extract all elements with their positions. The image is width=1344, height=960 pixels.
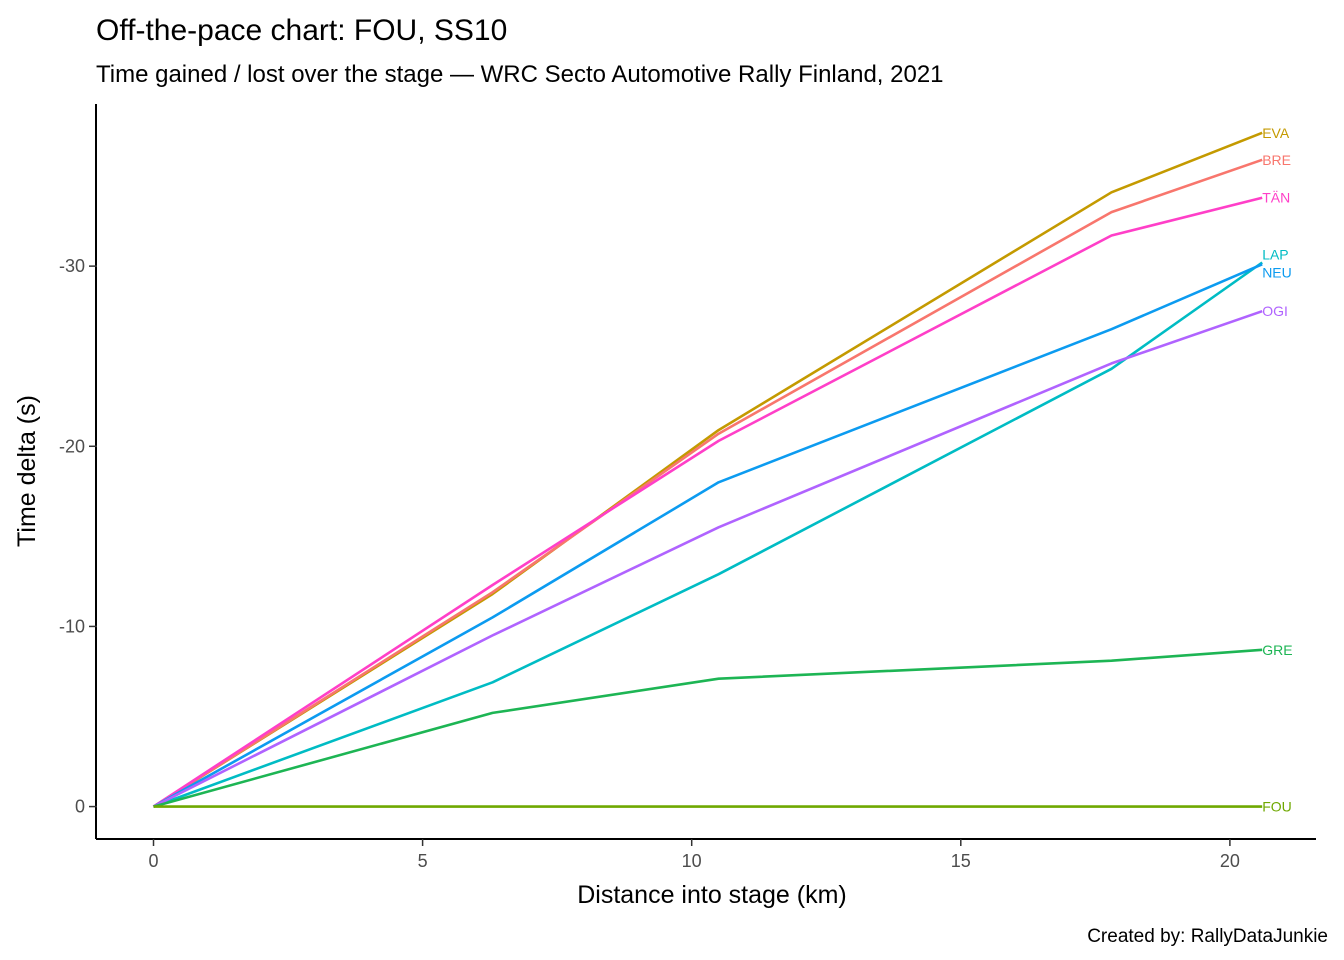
x-tick-label: 0 [149, 851, 159, 871]
series-line-neu [152, 263, 1263, 808]
x-axis-title: Distance into stage (km) [577, 881, 847, 909]
series-line-tän [152, 196, 1263, 808]
series-label-lap: LAP [1262, 246, 1288, 262]
series-line-bre [152, 158, 1263, 808]
y-tick-label: 0 [75, 797, 85, 817]
series-end-labels: EVA BRE TÄN LAP NEU OGI GRE FOU [1262, 125, 1292, 815]
x-axis-ticks: 0 5 10 15 20 [149, 839, 1240, 871]
series-label-tän: TÄN [1262, 190, 1290, 206]
series-line-lap [153, 261, 1263, 808]
y-tick-label: -30 [59, 256, 85, 276]
series-label-fou: FOU [1262, 799, 1292, 815]
series-label-gre: GRE [1262, 642, 1292, 658]
series-label-bre: BRE [1262, 152, 1291, 168]
y-tick-label: -10 [59, 616, 85, 636]
series-line-eva [152, 131, 1263, 808]
chart-subtitle: Time gained / lost over the stage — WRC … [96, 61, 944, 88]
x-tick-label: 15 [951, 851, 971, 871]
x-tick-label: 20 [1220, 851, 1240, 871]
chart-title: Off-the-pace chart: FOU, SS10 [96, 14, 507, 47]
series-line-gre [153, 648, 1263, 808]
plot-area: EVA BRE TÄN LAP NEU OGI GRE FOU [152, 125, 1293, 815]
series-label-neu: NEU [1262, 264, 1292, 280]
chart-caption: Created by: RallyDataJunkie [1087, 926, 1328, 947]
series-lines [152, 131, 1263, 808]
series-label-eva: EVA [1262, 125, 1290, 141]
y-axis-title: Time delta (s) [13, 395, 41, 547]
x-tick-label: 5 [418, 851, 428, 871]
y-axis-ticks: 0 -10 -20 -30 [59, 256, 97, 817]
series-line-ogi [152, 309, 1263, 808]
series-label-ogi: OGI [1262, 303, 1288, 319]
y-tick-label: -20 [59, 436, 85, 456]
x-tick-label: 10 [682, 851, 702, 871]
